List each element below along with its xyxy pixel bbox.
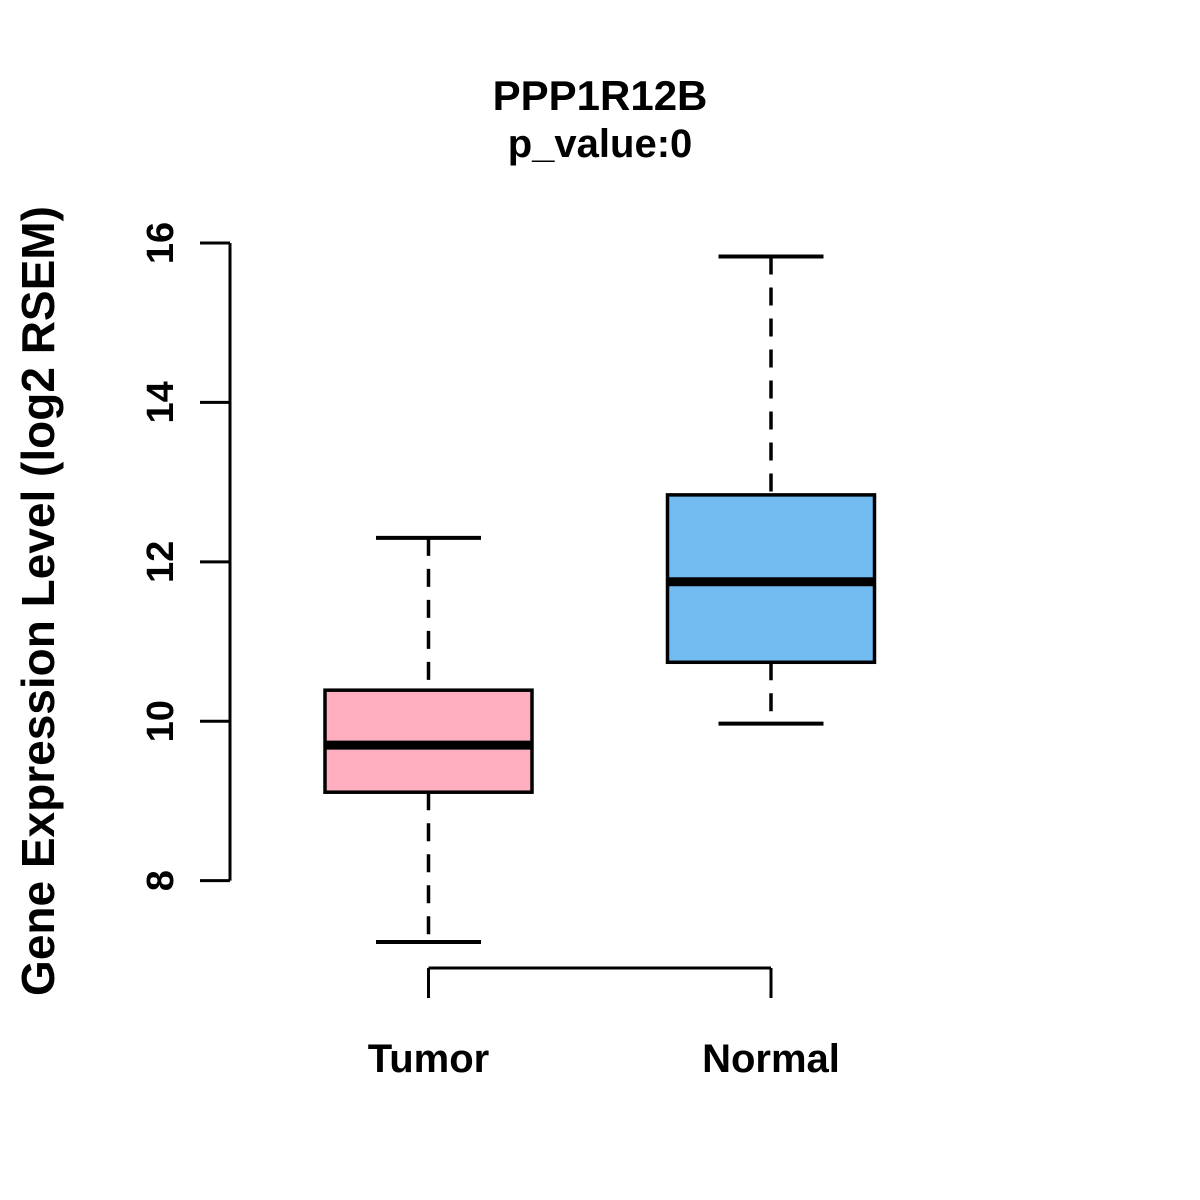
group-label-normal: Normal [702, 1037, 840, 1081]
chart-header: PPP1R12B p_value:0 [230, 72, 970, 168]
y-axis-tick-label: 14 [140, 381, 182, 423]
y-axis-tick-label: 10 [140, 700, 182, 742]
y-axis-tick-label: 12 [140, 541, 182, 583]
chart-subtitle: p_value:0 [507, 122, 693, 166]
y-axis-tick-label: 8 [140, 870, 182, 891]
y-axis-tick-label: 16 [140, 222, 182, 264]
group-label-tumor: Tumor [368, 1037, 489, 1081]
chart-title: PPP1R12B [492, 72, 708, 119]
